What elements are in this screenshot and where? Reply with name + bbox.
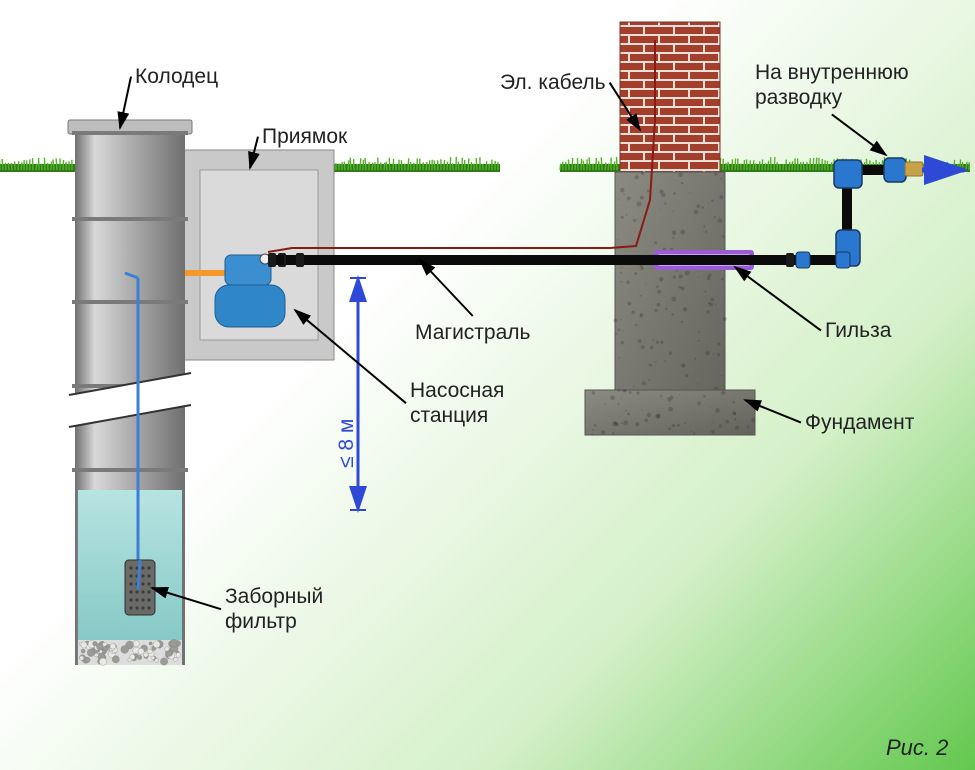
label-pump: Насосная станция xyxy=(410,378,504,428)
label-well: Колодец xyxy=(135,64,218,89)
label-foundation: Фундамент xyxy=(805,410,914,435)
dimension-label: ≤ 8 м xyxy=(334,419,359,468)
label-pit: Приямок xyxy=(262,124,347,149)
label-cable: Эл. кабель xyxy=(500,70,606,95)
label-filter: Заборный фильтр xyxy=(225,584,323,634)
figure-caption: Рис. 2 xyxy=(886,735,948,761)
label-mainline: Магистраль xyxy=(415,320,530,345)
label-to_house: На внутреннюю разводку xyxy=(755,60,909,110)
label-sleeve: Гильза xyxy=(825,318,891,343)
